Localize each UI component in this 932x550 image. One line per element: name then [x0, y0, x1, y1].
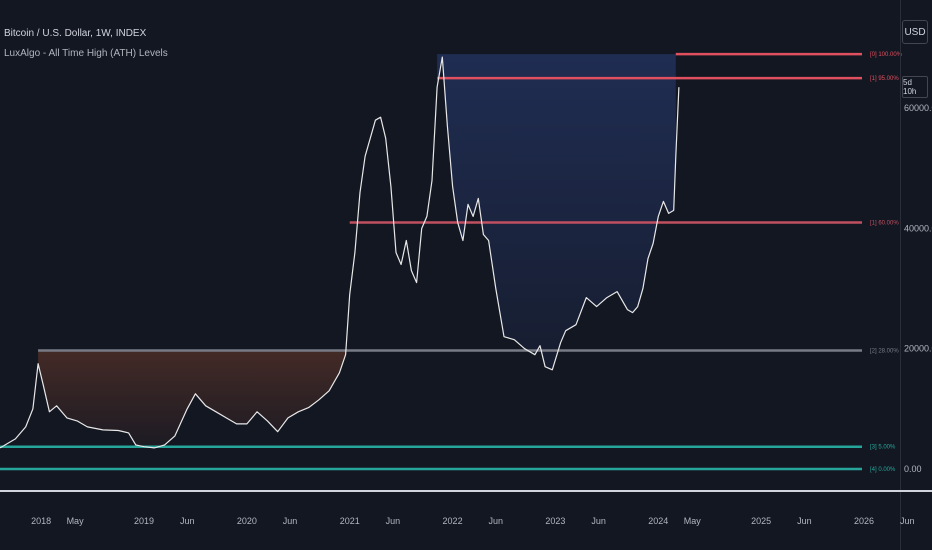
- y-tick-label: 20000.00: [904, 344, 932, 354]
- x-tick-label: May: [67, 516, 85, 526]
- ath-level-label: [4] 0.00%: [870, 467, 896, 473]
- x-tick-label: 2022: [443, 516, 463, 526]
- x-tick-label: Jun: [386, 516, 401, 526]
- ath-level-label: [3] 5.00%: [870, 445, 896, 451]
- drawdown-fill-2022: [437, 54, 676, 370]
- x-tick-label: Jun: [489, 516, 504, 526]
- x-tick-label: 2020: [237, 516, 257, 526]
- x-tick-label: 2025: [751, 516, 771, 526]
- x-tick-label: Jun: [797, 516, 812, 526]
- chart-header: Bitcoin / U.S. Dollar, 1W, INDEX LuxAlgo…: [4, 28, 168, 60]
- x-tick-label: 2019: [134, 516, 154, 526]
- ath-level-label: [1] 60.00%: [870, 220, 899, 226]
- chart-title: Bitcoin / U.S. Dollar, 1W, INDEX: [4, 28, 147, 39]
- x-tick-label: Jun: [283, 516, 298, 526]
- x-tick-label: Jun: [900, 516, 915, 526]
- indicator-name[interactable]: LuxAlgo - All Time High (ATH) Levels: [4, 48, 168, 59]
- x-tick-label: Jun: [591, 516, 606, 526]
- x-tick-label: 2021: [340, 516, 360, 526]
- y-tick-label: 60000.00: [904, 103, 932, 113]
- y-tick-label: 40000.00: [904, 223, 932, 233]
- x-tick-label: 2018: [31, 516, 51, 526]
- x-tick-label: 2026: [854, 516, 874, 526]
- ath-level-label: [0] 100.00%: [870, 52, 903, 58]
- x-tick-label: 2024: [648, 516, 668, 526]
- current-price-label: 5d 10h: [902, 76, 928, 98]
- x-tick-label: Jun: [180, 516, 195, 526]
- price-line: [0, 56, 680, 449]
- y-tick-label: 0.00: [904, 464, 922, 474]
- x-tick-label: May: [684, 516, 702, 526]
- ath-level-label: [2] 28.00%: [870, 349, 899, 355]
- ath-level-label: [1] 95.00%: [870, 76, 899, 82]
- currency-button[interactable]: USD: [902, 20, 928, 44]
- x-tick-label: 2023: [545, 516, 565, 526]
